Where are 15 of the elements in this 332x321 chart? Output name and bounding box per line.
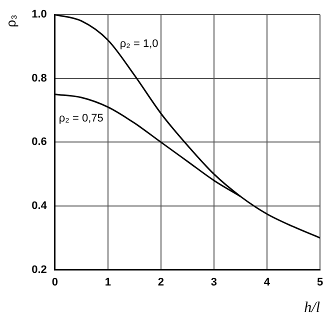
series-label: ρ₂ = 0,75 bbox=[58, 112, 104, 124]
y-tick-label: 1.0 bbox=[32, 8, 47, 21]
series-label: ρ₂ = 1,0 bbox=[120, 38, 158, 50]
y-tick-label: 0.6 bbox=[32, 136, 47, 148]
y-tick-label: 0.2 bbox=[32, 264, 47, 276]
x-tick-label: 5 bbox=[316, 276, 324, 288]
y-tick-label: 0.4 bbox=[32, 200, 48, 212]
x-tick-label: 4 bbox=[264, 276, 271, 288]
y-axis-title: ρ₃ bbox=[3, 14, 18, 28]
y-tick-label: 0.8 bbox=[32, 72, 47, 84]
x-axis-title: h/l bbox=[304, 300, 320, 316]
x-tick-label: 0 bbox=[52, 276, 58, 288]
x-tick-label: 2 bbox=[158, 276, 164, 288]
x-tick-label: 3 bbox=[210, 276, 218, 288]
x-tick-label: 1 bbox=[104, 276, 111, 288]
